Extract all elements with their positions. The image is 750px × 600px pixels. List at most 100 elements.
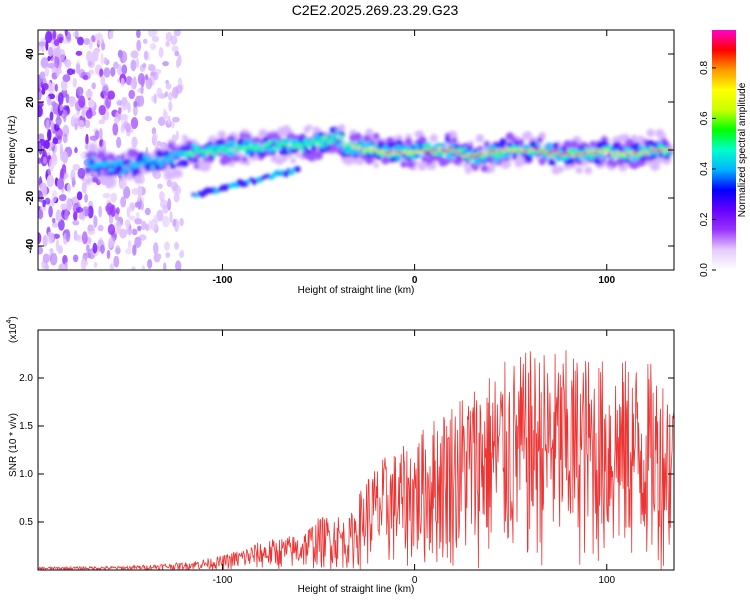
band-core: [570, 154, 575, 158]
band-blob: [339, 134, 344, 139]
noise-speck: [123, 186, 131, 199]
noise-speck: [103, 57, 108, 65]
band-blob: [375, 154, 382, 161]
noise-speck: [99, 68, 104, 78]
noise-speck: [140, 75, 145, 88]
noise-speck: [136, 39, 142, 52]
noise-speck: [175, 260, 182, 270]
band-core: [425, 149, 431, 153]
colorbar-tick-label: 0.2: [699, 212, 710, 226]
band-blob: [358, 143, 362, 147]
band-blob: [297, 143, 303, 149]
noise-speck: [162, 215, 170, 228]
band-blob: [557, 165, 565, 173]
noise-speck: [97, 224, 104, 232]
noise-speck: [179, 217, 184, 227]
band-blob: [239, 132, 246, 139]
band-core: [368, 148, 373, 151]
noise-speck: [64, 59, 72, 68]
band-core: [374, 149, 379, 152]
band-blob: [404, 137, 413, 146]
band-blob: [393, 145, 400, 152]
noise-speck: [121, 64, 128, 75]
spectrogram-y-label: Frequency (Hz): [7, 116, 18, 185]
noise-speck: [163, 262, 167, 270]
noise-speck: [81, 109, 86, 118]
noise-speck: [80, 151, 88, 160]
noise-speck: [174, 241, 180, 250]
noise-speck: [134, 218, 143, 225]
noise-speck: [167, 115, 171, 125]
band-blob: [292, 147, 299, 154]
noise-speck: [38, 105, 43, 118]
band-blob: [532, 145, 538, 151]
band-blob: [531, 151, 535, 155]
noise-speck: [98, 119, 106, 125]
band-blob: [107, 153, 115, 161]
noise-speck: [38, 142, 42, 151]
band-blob: [570, 151, 574, 155]
noise-speck: [153, 170, 162, 180]
band-blob: [584, 166, 593, 175]
band-core: [552, 150, 558, 154]
band-blob: [279, 150, 285, 156]
spectrogram-band-layer: [84, 124, 673, 198]
band-core: [489, 149, 494, 153]
band-blob: [387, 153, 393, 159]
band-blob: [289, 140, 293, 143]
band-blob: [459, 147, 464, 153]
band-blob: [576, 155, 582, 160]
band-core: [535, 148, 540, 152]
noise-speck: [85, 244, 90, 253]
noise-speck: [85, 89, 93, 99]
band-blob: [91, 175, 98, 182]
noise-speck: [59, 148, 64, 162]
noise-speck: [38, 209, 44, 220]
noise-speck: [110, 192, 118, 203]
noise-speck: [70, 169, 76, 182]
band-blob: [666, 151, 672, 156]
band-blob: [170, 164, 176, 170]
noise-speck: [113, 117, 120, 124]
snr-y-tick-label: 0.5: [19, 517, 33, 528]
noise-speck: [139, 95, 145, 107]
noise-speck: [136, 30, 141, 39]
noise-speck: [112, 122, 119, 136]
noise-speck: [48, 46, 54, 57]
band-blob: [112, 169, 119, 176]
noise-speck: [100, 244, 105, 254]
band-blob: [536, 136, 544, 144]
noise-speck: [73, 211, 78, 221]
band-core: [564, 151, 569, 155]
noise-speck: [173, 193, 180, 203]
colorbar-tick-label: 0.6: [699, 111, 710, 125]
band-blob: [311, 145, 317, 151]
band-blob: [117, 159, 124, 165]
noise-speck: [61, 38, 70, 44]
band-blob: [127, 167, 132, 171]
band-blob: [249, 150, 255, 157]
band-blob: [451, 137, 458, 143]
band-blob: [283, 138, 289, 144]
band-blob: [594, 159, 601, 165]
noise-speck: [84, 143, 89, 150]
band-blob: [316, 135, 321, 141]
noise-speck: [62, 133, 68, 144]
noise-speck: [133, 100, 138, 108]
band-blob: [396, 139, 402, 145]
band-core: [472, 155, 477, 158]
noise-speck: [162, 60, 169, 67]
band-blob: [327, 138, 333, 143]
noise-speck: [56, 33, 64, 42]
noise-speck: [55, 50, 62, 58]
noise-speck: [167, 198, 172, 211]
noise-speck: [148, 219, 152, 231]
band-blob: [591, 157, 595, 161]
spectrogram-x-tick-label: 100: [598, 275, 615, 286]
band-blob: [134, 175, 143, 184]
noise-speck: [40, 57, 49, 69]
noise-speck: [165, 41, 170, 47]
snr-x-label: Height of straight line (km): [298, 584, 415, 595]
noise-speck: [159, 191, 165, 202]
noise-speck: [174, 184, 182, 196]
